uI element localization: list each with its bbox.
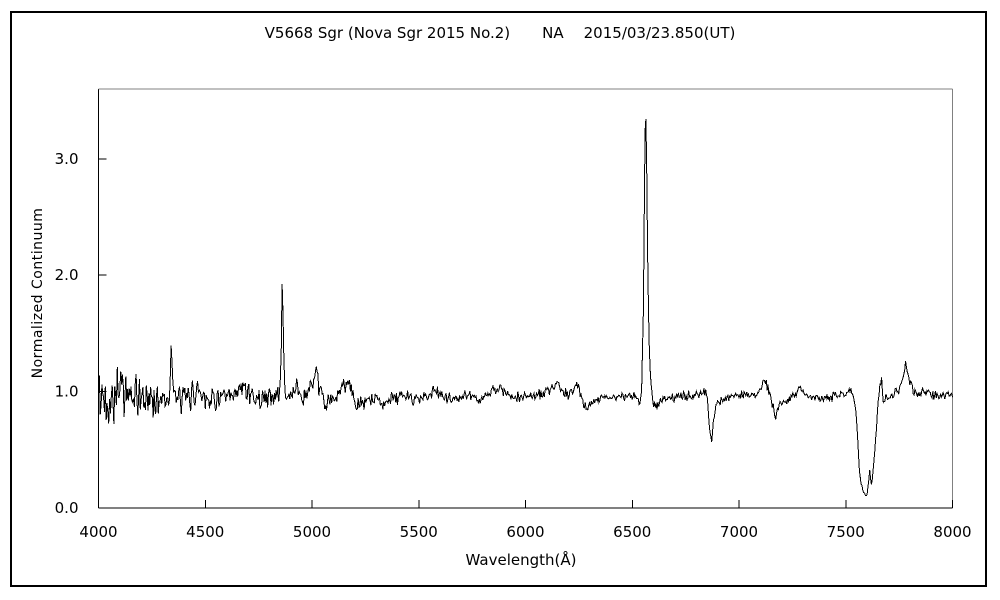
figure-border [10,11,987,587]
x-tick-label: 8000 [933,523,971,541]
x-tick-label: 5000 [293,523,331,541]
plot-title: V5668 Sgr (Nova Sgr 2015 No.2) NA 2015/03/… [0,24,1000,42]
x-tick-label: 6000 [506,523,544,541]
x-tick-label: 7000 [720,523,758,541]
object-name: V5668 Sgr (Nova Sgr 2015 No.2) [264,24,511,42]
x-tick-label: 4500 [186,523,224,541]
x-tick-label: 5500 [400,523,438,541]
y-tick-label: 2.0 [55,266,79,284]
x-tick-label: 6500 [613,523,651,541]
y-axis-label: Normalized Continuum [30,207,46,379]
x-tick-label: 4000 [79,523,117,541]
title-flag: NA [542,24,564,42]
observation-date: 2015/03/23.850(UT) [583,24,736,42]
y-tick-label: 0.0 [55,499,79,517]
y-tick-label: 1.0 [55,383,79,401]
spectrum-trace [98,118,953,497]
y-tick-label: 3.0 [55,150,79,168]
x-tick-label: 7500 [827,523,865,541]
x-axis-label: Wavelength(Å) [465,551,577,569]
